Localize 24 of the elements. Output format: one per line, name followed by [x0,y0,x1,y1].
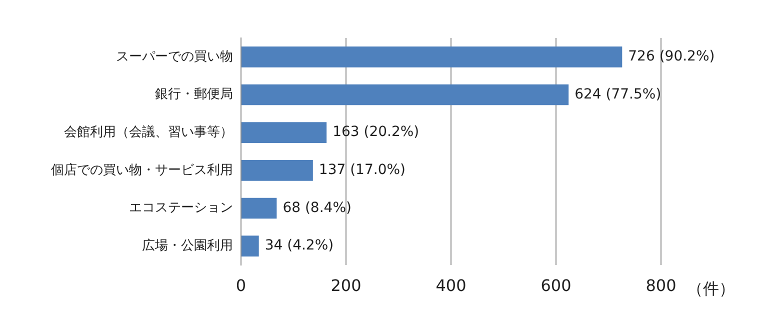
y-tick-label: 銀行・郵便局 [155,87,233,102]
y-tick-label: スーパーでの買い物 [116,49,233,64]
bar [242,46,622,68]
x-tick-label: 600 [540,276,572,295]
bar [242,122,327,143]
data-label: 34 (4.2%) [264,238,334,254]
y-tick-label: エコステーション [129,200,233,216]
x-tick-label: 200 [330,276,362,295]
data-label: 137 (17.0%) [318,162,406,178]
bar [242,198,277,219]
x-tick-label: 0 [236,276,246,295]
data-label: 726 (90.2%) [628,48,715,65]
data-label: 163 (20.2%) [332,124,420,140]
y-tick-label: 広場・公園利用 [142,237,233,254]
x-axis-title: （件） [687,279,735,298]
bar [242,84,569,106]
data-label: 624 (77.5%) [574,86,662,102]
x-tick-label: 400 [436,276,466,295]
y-tick-label: 会館利用（会議、習い事等） [64,124,233,140]
bar [242,160,313,181]
x-tick-label: 800 [646,276,676,295]
bar [242,236,259,256]
y-tick-label: 個店での買い物・サービス利用 [51,162,233,178]
data-label: 68 (8.4%) [282,200,352,216]
